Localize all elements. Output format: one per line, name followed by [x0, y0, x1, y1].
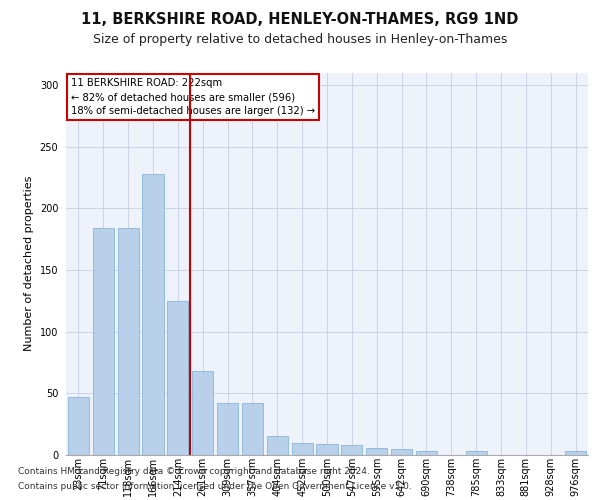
Text: Contains HM Land Registry data © Crown copyright and database right 2024.: Contains HM Land Registry data © Crown c… — [18, 467, 370, 476]
Bar — [167, 301, 188, 455]
Text: 11 BERKSHIRE ROAD: 222sqm
← 82% of detached houses are smaller (596)
18% of semi: 11 BERKSHIRE ROAD: 222sqm ← 82% of detac… — [71, 78, 316, 116]
Bar — [242, 403, 263, 455]
Bar — [292, 442, 313, 455]
Bar — [466, 452, 487, 455]
Text: 11, BERKSHIRE ROAD, HENLEY-ON-THAMES, RG9 1ND: 11, BERKSHIRE ROAD, HENLEY-ON-THAMES, RG… — [82, 12, 518, 28]
Bar — [366, 448, 387, 455]
Bar — [68, 397, 89, 455]
Bar — [565, 452, 586, 455]
Bar — [391, 449, 412, 455]
Bar — [93, 228, 114, 455]
Bar — [416, 452, 437, 455]
Bar — [267, 436, 288, 455]
Y-axis label: Number of detached properties: Number of detached properties — [24, 176, 34, 352]
Bar — [192, 371, 213, 455]
Bar — [118, 228, 139, 455]
Bar — [217, 403, 238, 455]
Text: Size of property relative to detached houses in Henley-on-Thames: Size of property relative to detached ho… — [93, 32, 507, 46]
Bar — [341, 445, 362, 455]
Text: Contains public sector information licensed under the Open Government Licence v3: Contains public sector information licen… — [18, 482, 412, 491]
Bar — [142, 174, 164, 455]
Bar — [316, 444, 338, 455]
